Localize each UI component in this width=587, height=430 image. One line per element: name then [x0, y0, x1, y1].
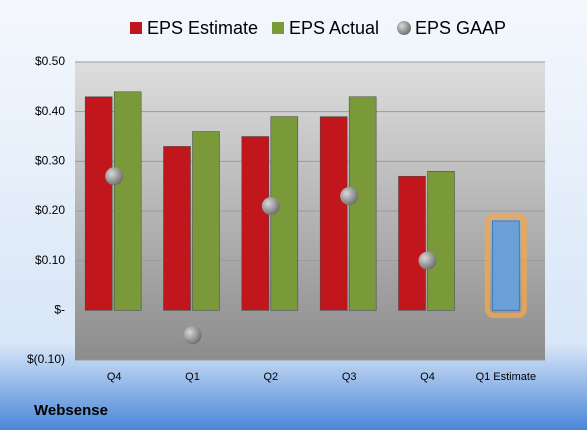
y-tick-label: $0.30	[35, 154, 65, 168]
legend-marker	[130, 22, 142, 34]
gaap-marker	[261, 197, 280, 216]
x-tick-label: Q1	[185, 371, 200, 383]
y-tick-label: $0.40	[35, 104, 65, 118]
bar	[319, 116, 348, 311]
highlight-glow	[484, 213, 527, 318]
bar	[241, 136, 270, 311]
y-tick-label: $0.20	[35, 203, 65, 217]
y-tick-label: $-	[54, 303, 65, 317]
gaap-marker	[418, 251, 437, 270]
gaap-marker	[105, 167, 124, 186]
gaap-marker	[340, 187, 359, 206]
x-tick-label: Q4	[107, 371, 122, 383]
bar	[84, 96, 113, 311]
legend-marker	[397, 21, 411, 35]
gaap-marker	[183, 326, 202, 345]
bar	[113, 91, 142, 311]
y-tick-label: $0.10	[35, 253, 65, 267]
bar	[163, 146, 191, 311]
x-tick-label: Q2	[263, 371, 278, 383]
x-tick-label: Q3	[342, 371, 357, 383]
bar	[427, 171, 455, 311]
bar	[491, 220, 520, 311]
legend-label: EPS Estimate	[147, 18, 258, 38]
legend-label: EPS Actual	[289, 18, 379, 38]
x-tick-label: Q4	[420, 371, 435, 383]
y-tick-label: $0.50	[35, 54, 65, 68]
legend-label: EPS GAAP	[415, 18, 506, 38]
bar	[192, 131, 220, 311]
x-tick-label: Q1 Estimate	[476, 371, 537, 383]
y-tick-label: $(0.10)	[27, 352, 65, 366]
footer: Websense	[34, 402, 108, 419]
bar	[398, 175, 426, 311]
legend-marker	[272, 22, 284, 34]
